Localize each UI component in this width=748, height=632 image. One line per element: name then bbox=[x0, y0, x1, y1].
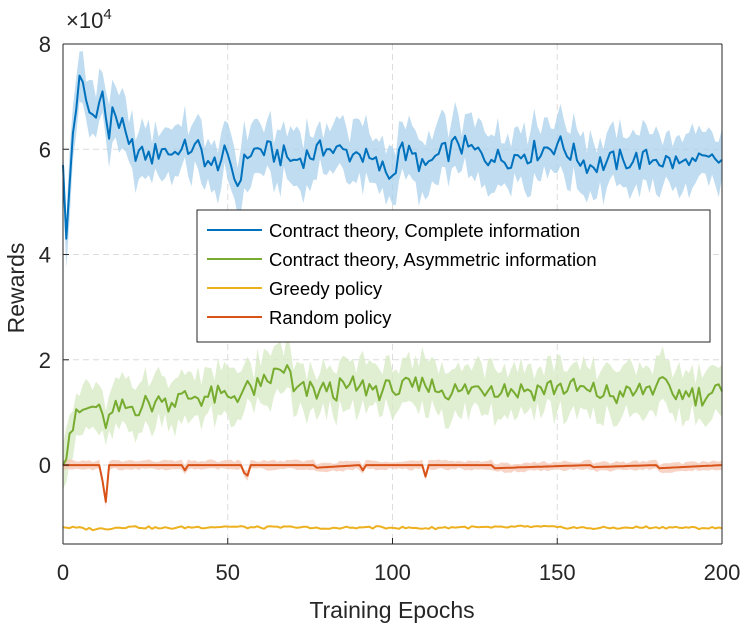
legend-label: Contract theory, Complete information bbox=[269, 220, 580, 241]
y-tick-label: 8 bbox=[39, 32, 51, 57]
exponent-power: 4 bbox=[103, 6, 111, 23]
line-series-1 bbox=[62, 74, 723, 240]
y-tick-label: 2 bbox=[39, 348, 51, 373]
series-lines bbox=[62, 74, 723, 532]
x-tick-label: 100 bbox=[374, 560, 411, 585]
y-tick-label: 4 bbox=[39, 243, 51, 268]
tick-labels: 0 50 100 150 200 0 2 4 6 8 bbox=[39, 32, 741, 585]
y-tick-label: 0 bbox=[39, 453, 51, 478]
x-tick-label: 0 bbox=[57, 560, 69, 585]
x-tick-label: 50 bbox=[216, 560, 240, 585]
legend-label: Random policy bbox=[269, 307, 392, 328]
line-series-3 bbox=[62, 524, 723, 532]
band-series-2 bbox=[63, 334, 722, 489]
legend-label: Greedy policy bbox=[269, 278, 383, 299]
y-exponent-label: ×104 bbox=[66, 6, 112, 33]
line-series-4 bbox=[63, 464, 723, 503]
exponent-base: ×10 bbox=[66, 8, 103, 33]
legend-box bbox=[196, 209, 711, 343]
line-series-2 bbox=[62, 364, 723, 466]
axes-frame bbox=[62, 43, 723, 545]
legend: Contract theory, Complete information Con… bbox=[196, 209, 711, 343]
legend-label: Contract theory, Asymmetric information bbox=[269, 249, 597, 270]
x-tick-label: 200 bbox=[704, 560, 741, 585]
band-series-1 bbox=[63, 51, 722, 268]
y-axis-label: Rewards bbox=[3, 243, 29, 334]
y-tick-label: 6 bbox=[39, 137, 51, 162]
x-axis-label: Training Epochs bbox=[309, 597, 474, 623]
x-tick-label: 150 bbox=[539, 560, 576, 585]
